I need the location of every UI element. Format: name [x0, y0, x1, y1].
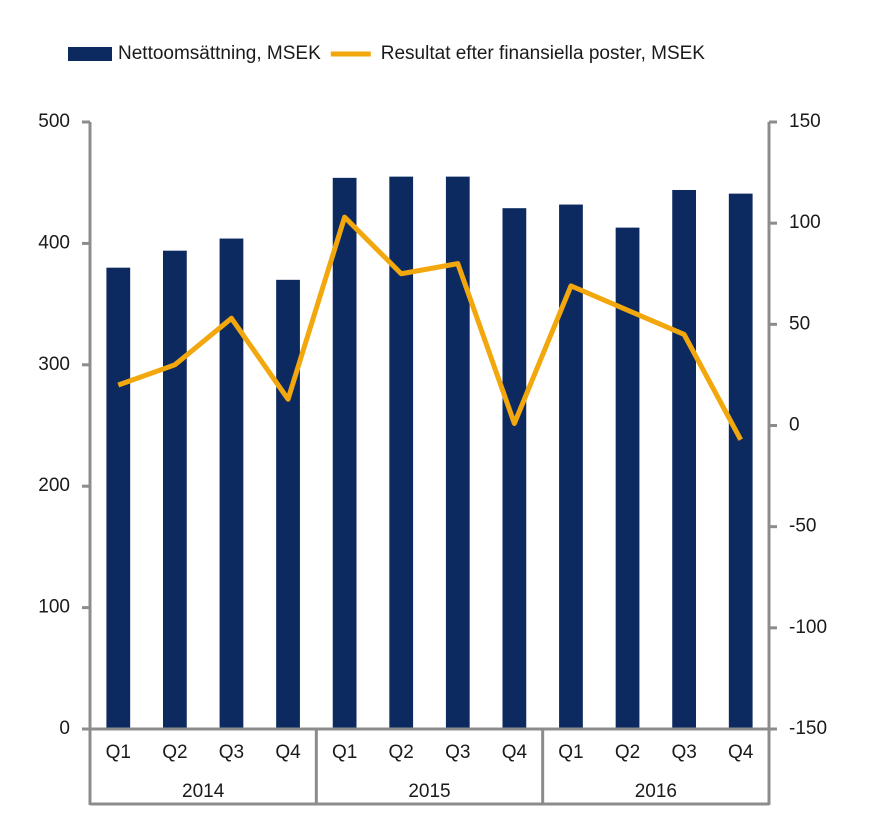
bar: [106, 267, 131, 729]
x-tick-label: Q3: [671, 742, 696, 763]
group-label: 2014: [182, 781, 225, 802]
line: [117, 214, 743, 441]
group-label: 2015: [408, 781, 450, 802]
y2-tick-label: 100: [789, 212, 821, 233]
bar: [445, 176, 470, 729]
y2-tick-label: -150: [789, 718, 827, 739]
bar: [332, 177, 357, 729]
x-tick-label: Q1: [332, 742, 357, 763]
x-tick-label: Q3: [219, 742, 244, 763]
y2-tick-label: 50: [789, 313, 810, 334]
x-tick-label: Q2: [389, 742, 414, 763]
y-tick-label: 500: [38, 111, 70, 132]
bar: [162, 250, 187, 729]
x-tick-label: Q4: [502, 742, 528, 763]
y2-tick-label: -50: [789, 516, 816, 537]
group-label: 2016: [635, 781, 677, 802]
y-tick-label: 300: [38, 354, 70, 375]
y2-tick-label: -100: [789, 617, 827, 638]
y-tick-label: 0: [59, 718, 70, 739]
y2-tick-label: 150: [789, 111, 821, 132]
y-tick-label: 100: [38, 597, 70, 618]
x-tick-label: Q1: [558, 742, 583, 763]
y-tick-label: 200: [38, 475, 70, 496]
legend-swatch: [68, 47, 112, 61]
x-tick-label: Q1: [106, 742, 131, 763]
legend-label: Resultat efter finansiella poster, MSEK: [381, 43, 706, 64]
x-tick-label: Q4: [275, 742, 301, 763]
x-tick-label: Q3: [445, 742, 470, 763]
bar: [672, 189, 697, 729]
bar: [502, 208, 527, 730]
y2-tick-label: 0: [789, 415, 800, 436]
bar: [615, 227, 640, 730]
y-tick-label: 400: [38, 232, 70, 253]
x-tick-label: Q4: [728, 742, 754, 763]
bar: [728, 193, 753, 730]
bar: [219, 238, 244, 729]
legend-label: Nettoomsättning, MSEK: [118, 43, 321, 64]
bar: [276, 279, 300, 729]
bar: [389, 176, 414, 729]
x-tick-label: Q2: [615, 742, 640, 763]
x-tick-label: Q2: [162, 742, 187, 763]
bar: [559, 204, 583, 729]
